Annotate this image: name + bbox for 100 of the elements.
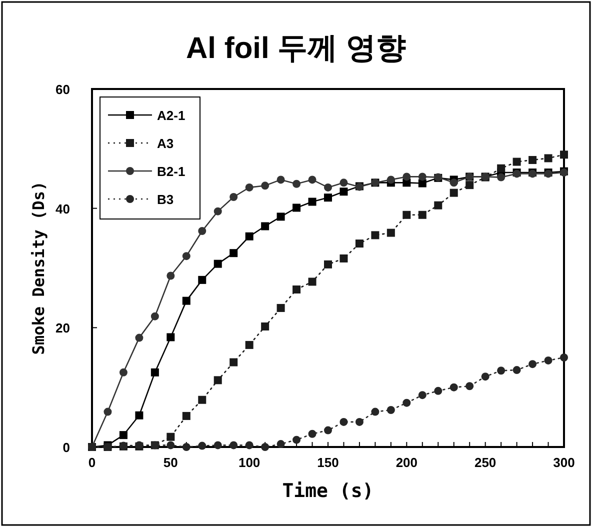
xtick: 150 bbox=[317, 455, 339, 470]
point bbox=[418, 391, 426, 400]
point bbox=[434, 386, 442, 395]
point bbox=[261, 182, 270, 190]
point bbox=[276, 440, 285, 448]
point bbox=[276, 212, 285, 221]
point bbox=[182, 296, 190, 305]
point bbox=[434, 201, 442, 210]
point bbox=[230, 249, 238, 258]
point bbox=[182, 443, 190, 451]
point bbox=[292, 285, 301, 294]
point bbox=[276, 176, 285, 184]
point bbox=[292, 180, 301, 188]
point bbox=[355, 240, 364, 248]
xtick: 200 bbox=[396, 455, 418, 470]
point bbox=[497, 173, 506, 182]
point bbox=[245, 441, 254, 450]
legend-label: A2-1 bbox=[157, 108, 186, 123]
point bbox=[166, 432, 175, 441]
point bbox=[182, 252, 190, 260]
point bbox=[230, 358, 238, 366]
point bbox=[245, 183, 254, 192]
point bbox=[119, 368, 128, 376]
point bbox=[308, 198, 316, 206]
point bbox=[418, 210, 426, 219]
point bbox=[324, 260, 332, 268]
point bbox=[308, 176, 316, 184]
point bbox=[560, 150, 568, 159]
point bbox=[198, 396, 206, 404]
xtick: 300 bbox=[553, 455, 575, 470]
point bbox=[544, 356, 552, 364]
point bbox=[528, 360, 537, 368]
point bbox=[355, 418, 364, 426]
ylabel: Smoke Density (Ds) bbox=[29, 181, 48, 355]
point bbox=[512, 366, 521, 374]
point bbox=[214, 376, 222, 384]
point bbox=[371, 408, 380, 416]
point bbox=[150, 312, 159, 320]
point bbox=[166, 333, 175, 342]
point bbox=[402, 210, 411, 219]
point bbox=[261, 222, 270, 230]
point bbox=[135, 334, 144, 342]
point bbox=[245, 232, 254, 240]
point bbox=[418, 172, 426, 181]
point bbox=[119, 431, 128, 440]
point bbox=[245, 340, 254, 349]
point bbox=[166, 272, 175, 280]
point bbox=[198, 227, 206, 236]
point bbox=[324, 426, 332, 434]
ytick: 60 bbox=[56, 82, 70, 97]
point bbox=[340, 178, 348, 187]
ytick: 40 bbox=[56, 201, 70, 216]
point bbox=[230, 441, 238, 450]
ytick: 0 bbox=[62, 440, 70, 455]
point bbox=[497, 366, 506, 375]
title: Al foil 두께 영향 bbox=[186, 32, 406, 65]
point bbox=[261, 443, 270, 451]
legend-label: B3 bbox=[157, 192, 174, 207]
point bbox=[324, 183, 332, 192]
point bbox=[308, 278, 316, 286]
point bbox=[340, 188, 348, 196]
point bbox=[150, 368, 159, 376]
legend-label: B2-1 bbox=[157, 164, 186, 179]
ytick: 20 bbox=[56, 320, 70, 336]
point bbox=[292, 204, 301, 212]
point bbox=[276, 304, 285, 312]
point bbox=[386, 406, 395, 414]
xtick: 100 bbox=[238, 455, 260, 470]
point bbox=[340, 418, 348, 426]
point bbox=[308, 430, 316, 438]
xtick: 0 bbox=[88, 455, 96, 470]
point bbox=[497, 164, 506, 172]
point bbox=[450, 178, 458, 187]
point bbox=[386, 228, 395, 237]
point bbox=[214, 260, 222, 268]
xtick: 50 bbox=[163, 455, 178, 470]
point bbox=[324, 194, 332, 202]
point bbox=[528, 156, 537, 164]
xtick: 250 bbox=[474, 455, 496, 470]
point bbox=[466, 181, 474, 190]
point bbox=[292, 436, 301, 444]
point bbox=[512, 158, 521, 166]
point bbox=[402, 398, 411, 407]
point bbox=[166, 441, 175, 450]
xlabel: Time (s) bbox=[282, 480, 374, 502]
point bbox=[386, 176, 395, 184]
point bbox=[450, 383, 458, 392]
point bbox=[135, 411, 144, 420]
point bbox=[261, 322, 270, 330]
point bbox=[402, 172, 411, 181]
point bbox=[418, 179, 426, 188]
point bbox=[371, 231, 380, 240]
point bbox=[450, 188, 458, 197]
point bbox=[182, 412, 190, 420]
point bbox=[560, 354, 568, 362]
point bbox=[466, 382, 474, 390]
point bbox=[198, 276, 206, 284]
point bbox=[481, 372, 490, 381]
point bbox=[214, 207, 222, 216]
point bbox=[104, 408, 112, 416]
